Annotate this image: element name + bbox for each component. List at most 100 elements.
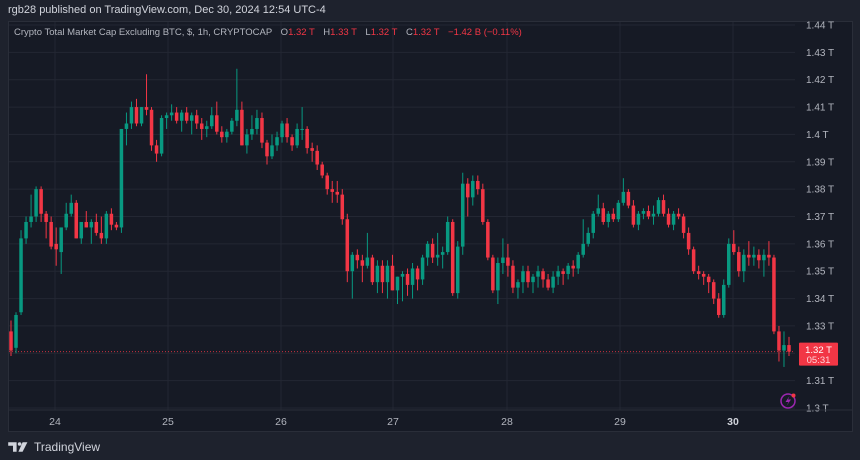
candle-body xyxy=(29,216,33,222)
price-badge: 1.32 T05:31 xyxy=(799,342,838,366)
chart-pane[interactable] xyxy=(8,21,853,432)
candle-body xyxy=(586,232,590,244)
candle-body xyxy=(44,213,48,222)
price-axis-label: 1.38 T xyxy=(806,185,834,196)
lightning-icon[interactable] xyxy=(780,393,796,409)
candle-body xyxy=(601,208,606,222)
candle-body xyxy=(626,191,631,206)
candle-body xyxy=(14,314,18,348)
candle-body xyxy=(471,180,475,198)
candle-body xyxy=(270,145,274,157)
candle-body xyxy=(79,221,84,239)
time-axis-label: 29 xyxy=(614,416,626,428)
candle-body xyxy=(210,115,214,127)
candle-body xyxy=(757,254,761,261)
candle-body xyxy=(330,189,334,192)
candle-body xyxy=(39,189,43,214)
candle-body xyxy=(194,115,199,124)
candle-body xyxy=(656,200,661,214)
candle-body xyxy=(144,107,149,110)
symbol-title[interactable]: Crypto Total Market Cap Excluding BTC, $… xyxy=(14,27,273,38)
candle-body xyxy=(9,331,13,351)
candle-body xyxy=(450,221,455,294)
candle-body xyxy=(491,257,495,291)
candle-body xyxy=(460,183,465,247)
candle-body xyxy=(732,243,736,253)
candle-body xyxy=(340,194,345,220)
candle-body xyxy=(305,128,309,149)
symbol-legend: Crypto Total Market Cap Excluding BTC, $… xyxy=(14,27,522,38)
candle-body xyxy=(476,180,480,190)
candle-body xyxy=(511,265,515,288)
time-axis-label: 24 xyxy=(49,416,61,428)
candle-body xyxy=(295,128,299,146)
time-axis-label: 28 xyxy=(501,416,513,428)
candle-body xyxy=(531,276,535,283)
candle-body xyxy=(501,257,505,264)
candle-body xyxy=(631,205,636,225)
candle-body xyxy=(59,227,63,253)
price-axis-label: 1.34 T xyxy=(806,294,834,305)
candle-body xyxy=(536,271,540,277)
candle-body xyxy=(390,265,395,291)
candle-body xyxy=(275,137,279,146)
candle-body xyxy=(571,265,575,269)
candle-body xyxy=(280,123,284,138)
candle-body xyxy=(315,150,319,165)
brand-label: TradingView xyxy=(34,440,101,454)
candle-body xyxy=(787,345,791,352)
candle-body xyxy=(516,282,520,288)
candle-body xyxy=(486,221,490,258)
footer-brand[interactable]: TradingView xyxy=(8,440,100,454)
candle-body xyxy=(641,211,646,214)
open-label: O xyxy=(280,27,289,38)
candle-body xyxy=(455,246,460,294)
candle-body xyxy=(752,254,756,258)
candle-body xyxy=(24,221,28,239)
candle-body xyxy=(320,164,324,176)
candle-body xyxy=(415,268,420,280)
candle-body xyxy=(300,128,304,130)
candle-body xyxy=(696,271,701,274)
candle-body xyxy=(159,118,164,154)
candle-body xyxy=(440,252,445,255)
low-value: 1.32 T xyxy=(370,27,398,38)
candle-body xyxy=(762,254,766,261)
candle-body xyxy=(561,271,565,274)
candle-body xyxy=(345,219,350,272)
candle-body xyxy=(400,273,405,277)
candle-body xyxy=(591,213,596,233)
price-axis-label: 1.37 T xyxy=(806,212,834,223)
candle-body xyxy=(671,213,676,225)
candle-body xyxy=(154,145,159,154)
candle-body xyxy=(215,115,219,132)
candle-body xyxy=(666,213,671,225)
candle-body xyxy=(255,118,259,129)
candle-body xyxy=(94,221,99,233)
price-axis-label: 1.42 T xyxy=(806,75,834,86)
candle-body xyxy=(149,109,154,146)
high-label: H xyxy=(323,27,331,38)
candle-body xyxy=(581,243,585,255)
candle-body xyxy=(566,265,570,274)
candle-body xyxy=(737,252,741,272)
candle-body xyxy=(19,238,23,313)
candle-body xyxy=(727,243,731,285)
candle-body xyxy=(189,115,194,121)
price-axis-label: 1.31 T xyxy=(806,376,834,387)
candle-body xyxy=(109,213,114,225)
candle-body xyxy=(265,142,269,157)
candle-body xyxy=(169,112,174,116)
candle-body xyxy=(285,123,289,138)
candle-body xyxy=(250,128,254,135)
candle-body xyxy=(556,271,560,277)
candle-body xyxy=(466,183,470,198)
change-value: −1.42 B (−0.11%) xyxy=(448,27,522,38)
candle-body xyxy=(686,232,691,250)
candle-body xyxy=(370,257,375,283)
candle-body xyxy=(777,331,781,351)
candle-body xyxy=(616,202,621,220)
close-label: C xyxy=(405,27,413,38)
candle-body xyxy=(430,243,435,258)
